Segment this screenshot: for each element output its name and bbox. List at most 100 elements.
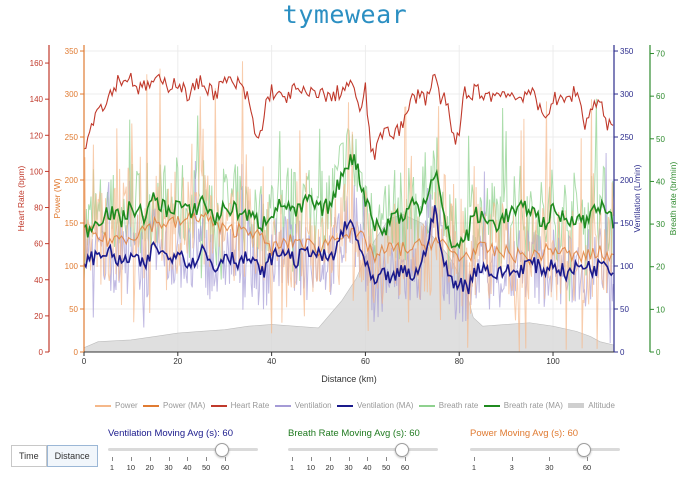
legend-item[interactable]: Breath rate [418,401,478,410]
ventilation-slider-ticks: 1 10 20 30 40 50 60 [108,457,258,472]
slider-tick [187,457,189,461]
axis-tick-label: 20 [656,263,665,272]
slider-tick-label: 20 [325,463,334,472]
slider-tick [405,457,406,461]
slider-tick [587,457,588,461]
ventilation-slider-track[interactable] [108,443,258,457]
slider-tick-label: 50 [201,463,211,472]
heart-rate-line [83,72,614,160]
x-axis-title: Distance (km) [321,374,377,384]
axis-tick-label: 200 [620,176,634,185]
axis-tick-label: 150 [65,219,79,228]
slider-tick-label: 60 [582,463,592,472]
x-axis-tick-label: 0 [82,357,87,366]
axis-tick-label: 10 [656,305,665,314]
axis-tick-label: 30 [656,220,665,229]
slider-tick [367,457,369,461]
axis-title: Ventilation (L/min) [632,164,642,232]
ventilation-slider[interactable]: Ventilation Moving Avg (s): 60 1 10 20 30 40… [108,428,258,472]
breath-rate-slider-label: Breath Rate Moving Avg (s): 60 [288,428,420,439]
axis-title: Heart Rate (bpm) [16,166,26,232]
legend-swatch [483,404,500,407]
axis-tick-label: 100 [30,167,44,176]
slider-tick [310,457,312,461]
legend-swatch [336,404,353,407]
legend-swatch [568,403,585,408]
axis-tick-label: 250 [620,133,634,142]
breath-rate-slider-ticks: 1 10 20 30 40 50 60 [288,457,438,472]
legend-item[interactable]: Ventilation (MA) [336,401,414,410]
legend-swatch [210,404,227,407]
breath-rate-slider-knob[interactable] [395,443,409,457]
axis-tick-label: 100 [65,262,79,271]
breath-rate-ma-line [83,154,614,250]
legend-item[interactable]: Heart Rate [210,401,269,410]
legend-item[interactable]: Breath rate (MA) [483,401,563,410]
slider-tick [348,457,350,461]
axis-title: Breath rate (br/min) [668,161,678,235]
slider-tick [225,457,226,461]
legend-swatch [95,404,111,407]
breath-rate-slider[interactable]: Breath Rate Moving Avg (s): 60 1 10 20 30 40… [288,428,438,472]
app-title: tymewear [282,0,408,29]
axis-tick-label: 300 [65,90,79,99]
chart-legend[interactable]: Power Power (MA) Heart Rate Ventilation Vent… [95,401,615,410]
power-slider[interactable]: Power Moving Avg (s): 60 1 3 30 60 [470,428,620,472]
axis-tick-label: 150 [620,219,634,228]
legend-swatch [274,404,291,407]
slider-tick-label: 30 [164,463,173,472]
legend-item[interactable]: Power (MA) [143,401,205,410]
axis-tick-label: 40 [34,276,43,285]
power-slider-knob[interactable] [577,443,591,457]
slider-tick [474,457,475,461]
legend-label: Power (MA) [163,401,206,410]
slider-tick-label: 40 [363,463,372,472]
slider-tick-label: 3 [509,463,514,472]
axis-tick-label: 200 [65,176,79,185]
axis-tick-label: 350 [620,47,634,56]
slider-tick-label: 50 [381,463,391,472]
axis-tick-label: 50 [620,305,629,314]
slider-tick-label: 30 [545,463,554,472]
slider-tick-label: 10 [126,463,135,472]
power-slider-track[interactable] [470,443,620,457]
slider-tick [206,457,208,461]
legend-item[interactable]: Altitude [568,401,615,410]
axis-tick-label: 140 [30,95,44,104]
axis-tick-label: 0 [39,348,44,357]
power-slider-label: Power Moving Avg (s): 60 [470,428,579,439]
ventilation-ma-line [83,205,614,295]
slider-tick [130,457,132,461]
x-axis-toggle[interactable]: Time Distance [11,445,98,467]
slider-tick [149,457,151,461]
breath-rate-slider-track[interactable] [288,443,438,457]
axis-tick-label: 0 [620,348,625,357]
slider-tick [386,457,388,461]
legend-label: Ventilation (MA) [356,401,414,410]
slider-tick [511,457,513,461]
x-axis-tick-label: 60 [361,357,370,366]
axis-tick-label: 60 [656,92,665,101]
time-button[interactable]: Time [11,445,47,467]
slider-tick-label: 1 [289,463,295,472]
slider-tick [292,457,293,461]
ventilation-slider-label: Ventilation Moving Avg (s): 60 [108,428,233,439]
x-axis-tick-label: 100 [546,357,560,366]
ventilation-slider-knob[interactable] [215,443,229,457]
axis-tick-label: 120 [30,131,44,140]
axis-tick-label: 60 [34,240,43,249]
slider-tick-label: 1 [109,463,115,472]
legend-label: Ventilation [294,401,332,410]
axis-tick-label: 0 [74,348,79,357]
slider-tick [168,457,170,461]
legend-item[interactable]: Ventilation [274,401,332,410]
slider-tick-label: 20 [145,463,154,472]
axis-tick-label: 350 [65,47,79,56]
power-raw-line [83,61,614,353]
distance-button[interactable]: Distance [46,445,98,467]
axis-tick-label: 70 [656,50,665,59]
slider-tick-label: 40 [183,463,192,472]
legend-label: Power [115,401,138,410]
legend-item[interactable]: Power [95,401,138,410]
